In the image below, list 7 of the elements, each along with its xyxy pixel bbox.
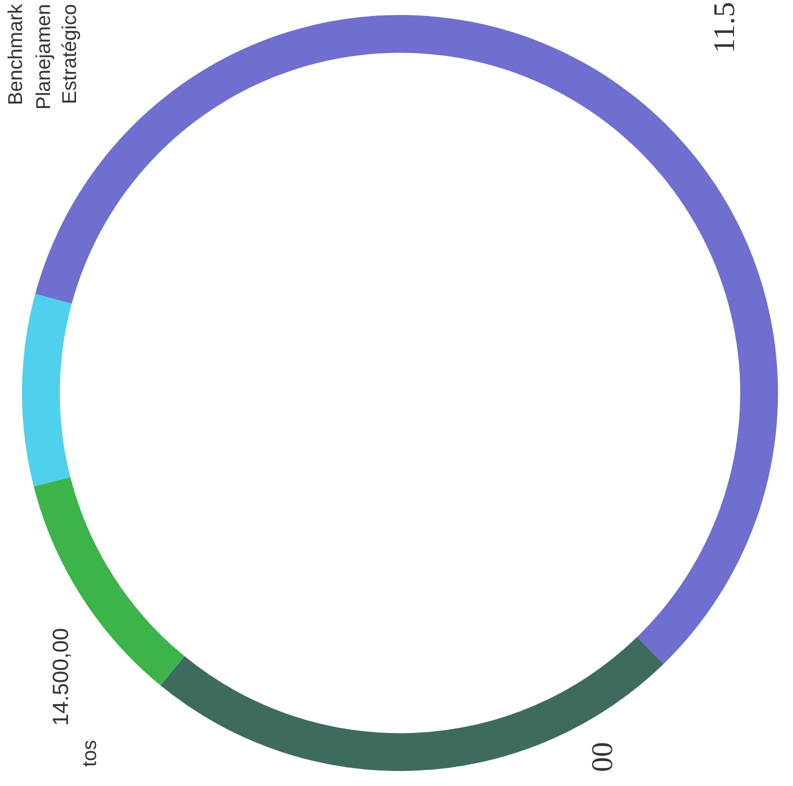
- text: tos: [79, 740, 101, 767]
- text: Benchmark: [5, 4, 27, 106]
- text: 11.5: [708, 2, 741, 54]
- text: 14.500,00: [48, 628, 73, 726]
- text: Estratégico: [59, 4, 81, 104]
- text: Planejamen: [33, 4, 55, 110]
- text: 00: [586, 742, 619, 772]
